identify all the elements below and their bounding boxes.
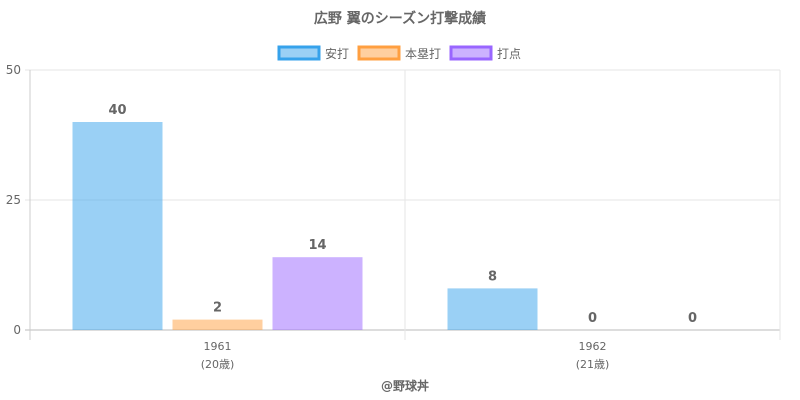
legend-label: 本塁打 [405, 47, 441, 61]
data-label: 2 [213, 301, 222, 316]
chart-title: 広野 翼のシーズン打撃成績 [314, 10, 486, 27]
legend-label: 安打 [325, 46, 349, 61]
legend-swatch [277, 45, 321, 61]
y-tick-label: 0 [13, 323, 21, 337]
data-labels: 40 8 2 0 14 0 [108, 103, 697, 326]
bar-打点 [272, 257, 363, 330]
footer-credit: @野球丼 [381, 378, 429, 393]
x-tick-label: 1961 [204, 340, 232, 353]
legend-label: 打点 [497, 47, 521, 61]
legend-swatch [357, 45, 401, 61]
bar-本塁打 [172, 319, 263, 330]
legend[interactable]: 安打 本塁打 打点 [277, 45, 521, 61]
legend-item[interactable]: 安打 [277, 45, 349, 61]
data-label: 40 [108, 103, 126, 118]
x-axis: 1961 (20歳) 1962 (21歳) [201, 340, 610, 371]
x-tick-sublabel: (21歳) [576, 358, 610, 371]
data-label: 14 [308, 238, 326, 253]
x-tick-sublabel: (20歳) [201, 358, 235, 371]
legend-item[interactable]: 本塁打 [357, 45, 441, 61]
bars [72, 122, 538, 330]
legend-swatch [449, 45, 493, 61]
data-label: 0 [688, 311, 697, 326]
data-label: 0 [588, 311, 597, 326]
bar-安打 [447, 288, 538, 330]
data-label: 8 [488, 269, 497, 284]
y-tick-label: 25 [6, 193, 21, 207]
bar-安打 [72, 122, 163, 330]
y-tick-label: 50 [6, 63, 21, 77]
legend-item[interactable]: 打点 [449, 45, 521, 61]
x-tick-label: 1962 [579, 340, 607, 353]
y-axis: 0 25 50 [6, 63, 21, 337]
